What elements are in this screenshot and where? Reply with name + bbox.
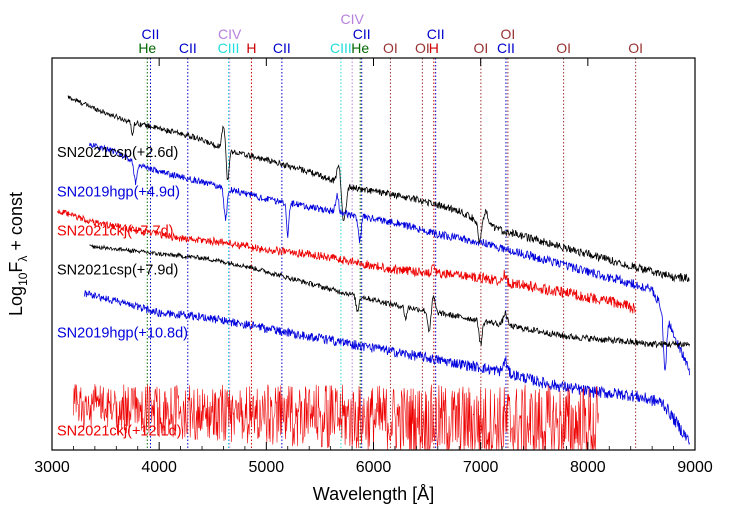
series-label: SN2021csp(+7.9d) [57, 263, 178, 279]
line-marker-label: OI [473, 40, 488, 56]
line-marker-label: CII [427, 26, 445, 42]
line-marker-label: OI [383, 40, 398, 56]
x-tick-label: 8000 [570, 459, 606, 476]
y-axis-label-main: Log [6, 286, 26, 316]
series-label: SN2021csp(+2.6d) [57, 145, 178, 161]
x-tick-label: 5000 [249, 459, 285, 476]
line-marker-label: CII [497, 40, 515, 56]
line-marker-label: He [351, 40, 369, 56]
x-axis-label: Wavelength [Å] [313, 484, 434, 504]
spectrum-series-line [83, 290, 690, 446]
spectrum-series-line [57, 209, 637, 314]
line-marker-label: OI [500, 26, 515, 42]
line-marker-label: CIII [330, 40, 352, 56]
spectrum-series-line [89, 243, 690, 349]
x-tick-label: 4000 [141, 459, 177, 476]
series-label: SN2019hgp(+4.9d) [57, 184, 180, 200]
y-axis-label-mid: F [6, 262, 26, 273]
line-marker-label: OI [415, 40, 430, 56]
line-marker-label: CII [353, 26, 371, 42]
spectra-series [57, 95, 690, 452]
spectrum-series-line [73, 384, 599, 452]
y-axis-label-sub: 10 [16, 272, 30, 286]
series-label: SN2021ckj(+12.1d) [57, 423, 182, 439]
x-tick-label: 6000 [356, 459, 392, 476]
y-axis-label-sub2: λ [16, 256, 30, 262]
x-tick-label: 7000 [463, 459, 499, 476]
line-marker-label: He [138, 40, 156, 56]
y-axis-label: Log10Fλ + const [6, 192, 30, 316]
line-marker-label: H [429, 40, 439, 56]
line-marker-label: CIII [218, 40, 240, 56]
series-label: SN2021ckj(+7.7d) [57, 223, 173, 239]
spectrum-series-line [89, 142, 690, 376]
line-marker-label: OI [628, 40, 643, 56]
y-axis-label-tail: + const [6, 192, 26, 256]
series-labels: SN2021csp(+2.6d) SN2019hgp(+4.9d) SN2021ck… [57, 145, 188, 439]
line-marker-label: CIV [218, 26, 242, 42]
line-marker-label: CIV [341, 11, 365, 27]
x-tick-label: 3000 [34, 459, 70, 476]
series-label: SN2019hgp(+10.8d) [57, 325, 188, 341]
line-marker-label: OI [556, 40, 571, 56]
x-tick-label: 9000 [677, 459, 713, 476]
plot-frame [51, 57, 696, 451]
spectrum-series-line [67, 95, 690, 283]
line-marker-label: CII [179, 40, 197, 56]
line-marker-label: CII [142, 26, 160, 42]
x-axis-ticks: 3000 4000 5000 6000 7000 8000 9000 [34, 58, 713, 476]
line-marker-label: CII [273, 40, 291, 56]
line-marker-label: H [246, 40, 256, 56]
